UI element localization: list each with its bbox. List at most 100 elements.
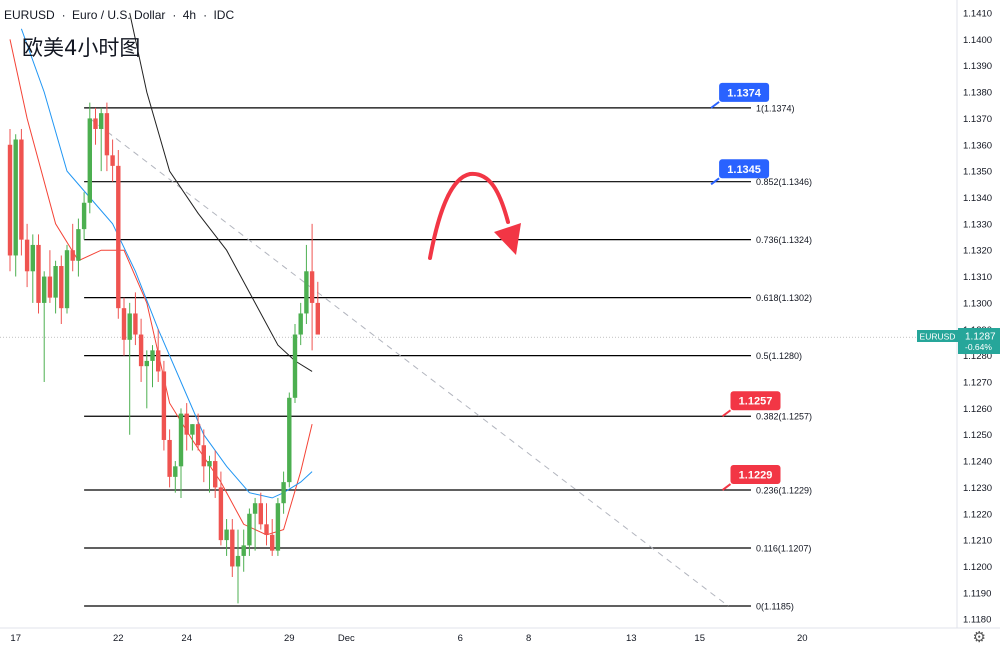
candle-body: [195, 424, 201, 446]
price-tick-label: 1.1310: [963, 272, 992, 283]
price-tick-label: 1.1220: [963, 509, 992, 520]
callout-label: 1.1374: [727, 87, 762, 99]
price-tick-label: 1.1390: [963, 61, 992, 72]
time-tick-label: Dec: [338, 633, 355, 644]
moving-average-line: [20, 28, 313, 499]
candle-body: [99, 113, 104, 129]
candle-body: [7, 144, 13, 256]
candle-body: [173, 466, 178, 477]
candle-body: [13, 139, 18, 256]
annotation-title: 欧美4小时图: [22, 36, 141, 60]
candle-body: [315, 302, 320, 335]
candle-body: [156, 350, 161, 372]
callout-box: [719, 159, 770, 179]
exchange-label: IDC: [213, 8, 235, 22]
candle-body: [241, 545, 246, 556]
candle-body: [218, 487, 224, 541]
candle-body: [230, 529, 235, 567]
candle-body: [19, 139, 24, 240]
gear-icon[interactable]: ⚙: [972, 629, 986, 646]
candle-body: [24, 239, 30, 272]
callout-box: [719, 82, 770, 102]
callout-box: [730, 465, 781, 485]
time-tick-label: 6: [458, 633, 463, 644]
candle-body: [104, 113, 110, 156]
fib-level-label: 0.736(1.1324): [756, 235, 812, 245]
fib-level-label: 0.5(1.1280): [756, 351, 802, 361]
candle-body: [235, 555, 241, 567]
price-tick-label: 1.1300: [963, 298, 992, 309]
candle-body: [247, 513, 252, 546]
candle-body: [76, 229, 81, 261]
moving-average-line: [129, 12, 313, 372]
candle-body: [133, 313, 138, 335]
candle-body: [201, 445, 206, 467]
price-tag-box: [958, 328, 1000, 354]
candle-body: [47, 276, 53, 298]
candle-body: [150, 350, 155, 361]
candle-body: [81, 202, 87, 230]
candle-body: [304, 271, 309, 314]
candle-body: [281, 482, 286, 504]
price-tick-label: 1.1250: [963, 430, 992, 441]
candle-body: [138, 334, 144, 367]
fib-level-label: 0.236(1.1229): [756, 486, 812, 496]
candle-body: [258, 503, 263, 525]
price-tag-change: -0.64%: [965, 342, 992, 352]
price-tick-label: 1.1190: [963, 588, 991, 599]
candle-body: [70, 250, 75, 261]
price-tick-label: 1.1320: [963, 246, 992, 257]
callout-label: 1.1345: [727, 164, 761, 176]
time-tick-label: 13: [626, 633, 637, 644]
candle-body: [178, 413, 184, 467]
candle-body: [190, 424, 195, 435]
candle-body: [287, 397, 292, 483]
candle-body: [87, 118, 92, 203]
candle-body: [30, 244, 35, 272]
candle-body: [292, 334, 298, 398]
callout-pointer: [721, 483, 732, 491]
fib-level-label: 0(1.1185): [756, 602, 794, 612]
chart-header: EURUSD · Euro / U.S. Dollar · 4h · IDC: [4, 8, 235, 22]
candle-body: [144, 360, 149, 367]
time-tick-label: 17: [10, 633, 21, 644]
callout-pointer: [721, 409, 732, 418]
candle-body: [184, 413, 189, 435]
trend-line: [89, 118, 729, 607]
reversal-arrow-head: [494, 223, 521, 255]
time-tick-label: 22: [113, 633, 124, 644]
candle-body: [270, 534, 275, 551]
candle-body: [224, 529, 229, 541]
price-tick-label: 1.1370: [963, 114, 992, 125]
callout-label: 1.1229: [739, 470, 773, 482]
price-tag-value: 1.1287: [965, 332, 996, 343]
candle-body: [42, 276, 47, 303]
candle-body: [167, 439, 172, 477]
price-tick-label: 1.1380: [963, 88, 992, 99]
price-tick-label: 1.1260: [963, 404, 992, 415]
candle-body: [64, 250, 70, 309]
candle-body: [116, 165, 121, 309]
price-tag-symbol-box: [917, 330, 958, 342]
price-tick-label: 1.1330: [963, 219, 992, 230]
price-tick-label: 1.1230: [963, 483, 992, 494]
price-tick-label: 1.1210: [963, 536, 992, 547]
candle-body: [93, 118, 98, 129]
price-tick-label: 1.1180: [963, 615, 991, 626]
price-tick-label: 1.1270: [963, 377, 992, 388]
price-tick-label: 1.1400: [963, 35, 992, 46]
fib-level-label: 0.852(1.1346): [756, 177, 812, 187]
candle-body: [298, 313, 303, 335]
fib-level-label: 0.382(1.1257): [756, 412, 812, 422]
interval-label[interactable]: 4h: [182, 8, 197, 22]
callout-label: 1.1257: [739, 396, 773, 408]
price-tick-label: 1.1200: [963, 562, 992, 573]
time-tick-label: 8: [526, 633, 531, 644]
candle-body: [213, 461, 218, 488]
price-tick-label: 1.1350: [963, 167, 992, 178]
fib-level-label: 0.116(1.1207): [756, 544, 811, 554]
candle-body: [264, 524, 269, 535]
fib-level-label: 1(1.1374): [756, 103, 795, 113]
symbol-label[interactable]: EURUSD: [4, 8, 55, 22]
